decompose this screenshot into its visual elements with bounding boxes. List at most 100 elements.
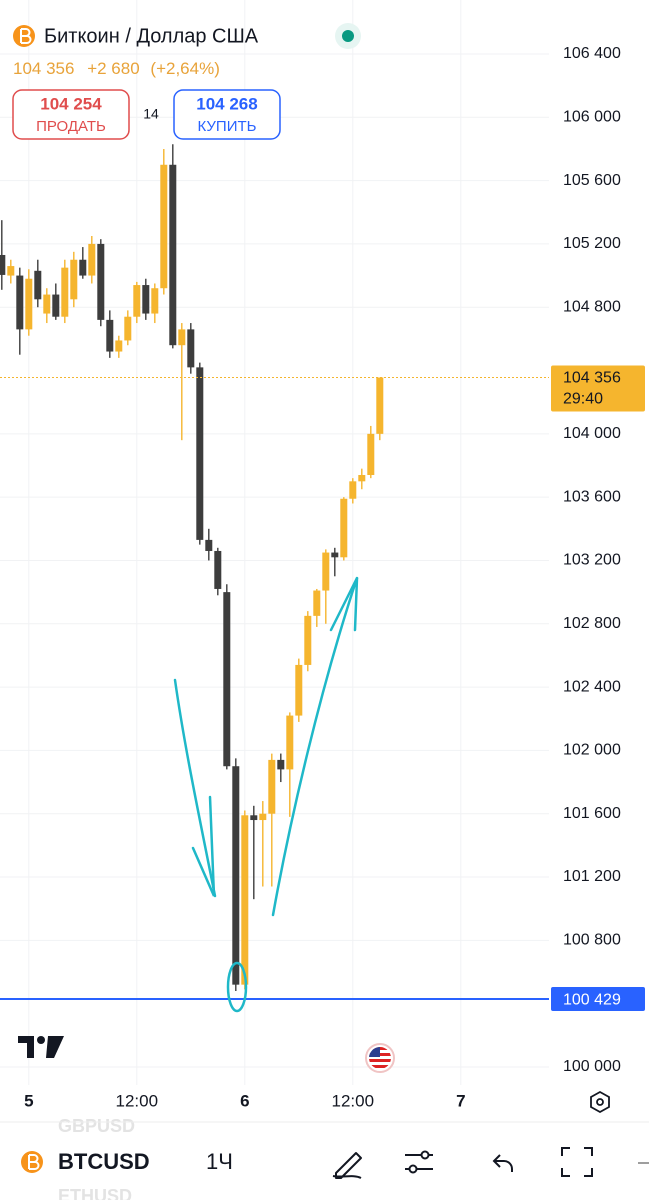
header: Биткоин / Доллар США 104 356 +2 680 (+2,… (12, 23, 361, 140)
sell-label[interactable]: ПРОДАТЬ (36, 118, 106, 135)
candle-body (295, 664, 303, 716)
candle-body (79, 259, 87, 276)
candle-body (331, 552, 339, 558)
candle-body (169, 164, 177, 346)
us-flag[interactable] (369, 1047, 391, 1069)
candle-body (133, 285, 141, 317)
candle-body (34, 270, 42, 300)
candle-body (322, 552, 330, 591)
candle-body (43, 294, 51, 314)
undo-icon[interactable] (492, 1154, 513, 1172)
candle-body (349, 481, 357, 499)
y-tick-label: 105 600 (563, 172, 621, 189)
price-change-line: 104 356 +2 680 (+2,64%) (13, 59, 220, 78)
tv-logo-part (37, 1036, 45, 1044)
change-percent: (+2,64%) (150, 59, 219, 78)
candle-body (25, 278, 33, 330)
spread: 14 (143, 106, 159, 122)
annotation-circle (226, 961, 248, 1013)
tv-logo-part (46, 1036, 64, 1058)
y-tick-label: 103 200 (563, 552, 621, 569)
y-tick-label: 104 000 (563, 425, 621, 442)
y-tick-label: 106 400 (563, 45, 621, 62)
candle-body (16, 275, 24, 330)
flag-canton (369, 1047, 380, 1057)
buy-price[interactable]: 104 268 (196, 94, 257, 113)
toolbar-bg (0, 1133, 649, 1191)
candle-body (313, 590, 321, 616)
sell-price[interactable]: 104 254 (40, 94, 102, 113)
last-price: 104 356 (13, 59, 74, 78)
candle-body (250, 815, 258, 821)
interval-button[interactable]: 1Ч (206, 1149, 233, 1174)
btc-icon-glyph (20, 28, 32, 44)
y-tick-label: 102 000 (563, 742, 621, 759)
candle-body (367, 433, 375, 475)
candle-body (187, 329, 195, 368)
flag-stripe (369, 1065, 391, 1068)
candle-body (70, 259, 78, 300)
annotation (173, 576, 359, 1013)
candle-body (106, 319, 114, 352)
y-tick-label: 104 800 (563, 298, 621, 315)
y-tick-label: 101 600 (563, 805, 621, 822)
symbol-title: Биткоин / Доллар США (44, 25, 259, 47)
y-tick-label: 105 200 (563, 235, 621, 252)
candles (0, 144, 384, 991)
x-tick-label: 7 (456, 1091, 465, 1110)
y-tick-label: 103 600 (563, 488, 621, 505)
candle-body (7, 266, 15, 276)
y-tick-label: 100 800 (563, 932, 621, 949)
icon-knob (408, 1164, 418, 1174)
settings-icon-center[interactable] (596, 1098, 604, 1106)
candle-body (277, 759, 285, 770)
sell-button[interactable] (12, 89, 130, 140)
candle-body (358, 474, 366, 482)
buy-button[interactable] (173, 89, 281, 140)
candle-body (178, 329, 186, 346)
y-tick-label: 102 400 (563, 678, 621, 695)
alert-label-bg (551, 987, 645, 1012)
settings-icon[interactable] (590, 1090, 610, 1114)
candle-body (196, 367, 204, 540)
candle-body (151, 288, 159, 314)
candle-body (205, 539, 213, 551)
candle-body (376, 377, 384, 434)
indicators-icon[interactable] (405, 1150, 433, 1174)
candle-body (142, 285, 150, 314)
candle-body (88, 243, 96, 276)
price-lines (0, 376, 549, 1001)
annotation-arrowhead (329, 577, 359, 632)
candle-body (286, 715, 294, 770)
buy-label[interactable]: КУПИТЬ (197, 118, 256, 135)
candle-body (61, 267, 69, 317)
flag-stripe (369, 1059, 391, 1062)
candle-body (223, 592, 231, 767)
event-flag[interactable] (365, 1043, 395, 1073)
y-tick-label: 101 200 (563, 868, 621, 885)
symbol-button[interactable]: BTCUSD (58, 1149, 150, 1174)
alert-label: 100 429 (563, 991, 621, 1008)
y-tick-label: 102 800 (563, 615, 621, 632)
y-tick-label: 106 000 (563, 109, 621, 126)
tv-logo (18, 1036, 64, 1058)
btc-icon-glyph (28, 1154, 40, 1170)
candle-body (214, 550, 222, 589)
x-tick-label: 5 (24, 1091, 33, 1110)
draw-icon[interactable] (332, 1152, 362, 1179)
candle-body (0, 254, 6, 275)
price-label: 104 356 (563, 370, 621, 387)
x-tick-label: 6 (240, 1091, 249, 1110)
candle-body (124, 316, 132, 341)
candle-body (160, 164, 168, 289)
grid (0, 0, 549, 1085)
watchlist-ghost: GBPUSD (58, 1116, 135, 1136)
candle-body (268, 759, 276, 814)
countdown: 29:40 (563, 391, 603, 408)
annotation-arrowhead (191, 795, 216, 897)
fullscreen-icon[interactable] (561, 1147, 593, 1177)
market-status (342, 30, 354, 42)
candle-body (304, 615, 312, 665)
